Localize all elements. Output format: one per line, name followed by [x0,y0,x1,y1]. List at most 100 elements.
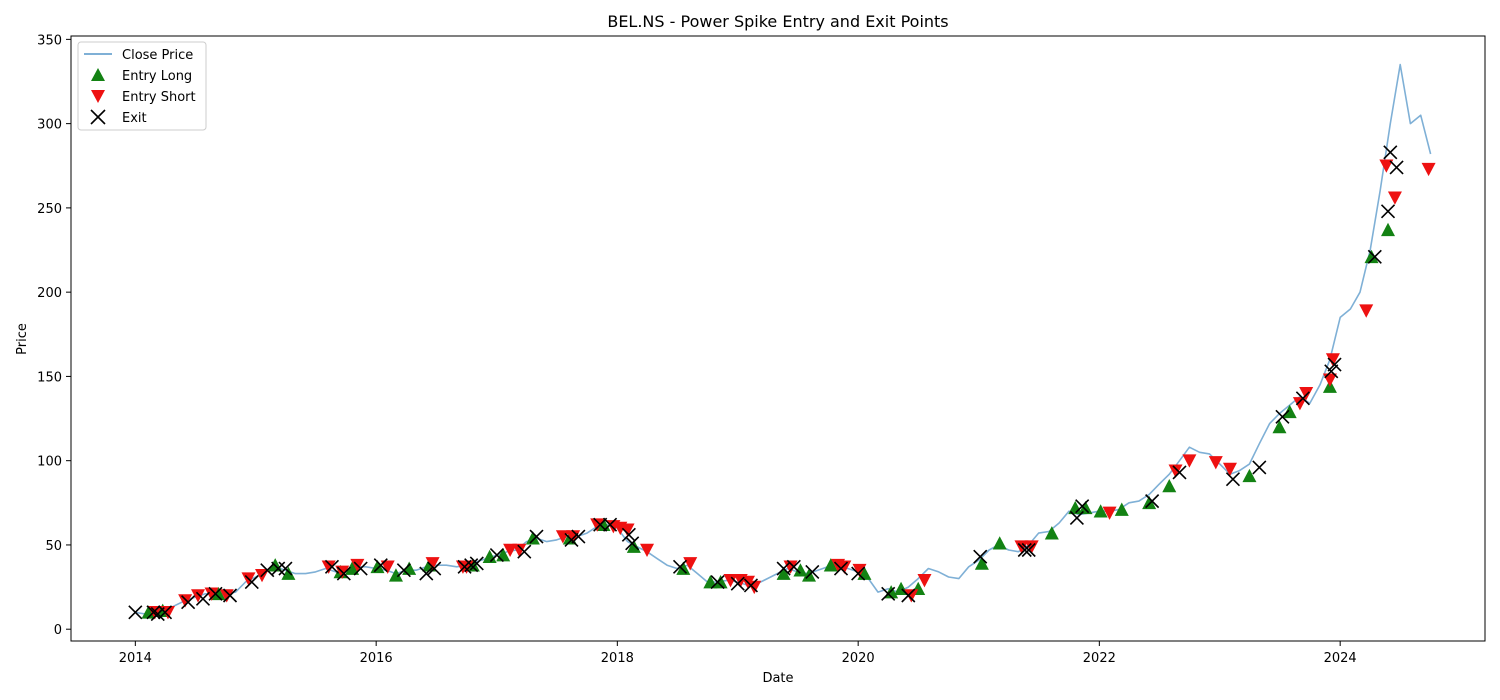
entry-long-marker [626,539,641,553]
entry-short-marker [512,543,527,557]
entry-long-marker [141,605,156,619]
entry-long-marker [1272,419,1287,434]
exit-marker [1383,145,1398,160]
entry-long-marker [974,556,989,570]
entry-short-marker [1359,304,1374,318]
exit-marker [396,563,411,578]
legend-entry-long-swatch [91,68,105,81]
entry-long-marker [1381,222,1396,237]
entry-long-marker [370,559,385,574]
entry-long-marker [281,566,296,580]
exit-marker [1327,357,1342,372]
entry-long-marker [793,563,808,577]
x-axis-label: Date [762,671,793,686]
exit-marker [710,574,725,590]
exit-marker [833,561,849,576]
exit-marker [973,549,988,564]
entry-short-marker [1421,162,1436,177]
entry-short-marker [555,530,570,544]
entry-short-marker [1168,464,1183,478]
y-tick-label: 350 [37,33,62,48]
legend-entry-long: Entry Long [122,69,192,84]
exit-marker [730,576,745,591]
exit-marker [1367,249,1382,264]
exit-marker [625,536,640,551]
exit-marker [571,529,586,544]
legend: Close Price Entry Long Entry Short Exit [77,41,207,131]
entry-short-marker [204,587,219,601]
entry-short-marker [1182,454,1197,468]
exit-marker [1225,472,1241,487]
x-tick-label: 2024 [1324,651,1357,666]
y-tick-label: 0 [54,623,62,638]
entry-long-marker [1093,504,1108,518]
x-tick-label: 2022 [1083,651,1116,666]
exit-marker [195,591,211,606]
exit-marker [672,559,688,574]
y-tick-label: 250 [37,202,62,217]
entry-long-marker [345,561,360,575]
exit-marker [128,605,143,620]
exit-marker [1069,510,1084,526]
exit-marker [427,561,442,576]
exit-marker [603,517,618,532]
entry-short-marker [425,557,440,571]
entry-short-marker [620,523,635,537]
exit-marker [469,556,484,571]
exit-marker [621,527,636,542]
entry-long-marker [388,568,403,582]
legend-entry-exit-swatch [90,109,106,125]
y-tick-label: 200 [37,286,62,301]
entry-long-marker [992,536,1007,550]
exit-marker [881,586,896,601]
exit-marker [222,588,238,603]
entry-long-marker [1078,500,1093,515]
exit-marker [743,578,759,593]
entry-short-marker [219,589,234,603]
plot-frame [70,35,1486,642]
entry-short-marker [683,557,698,571]
entry-long-marker [1142,495,1157,510]
x-tick-label: 2020 [842,651,875,666]
exit-marker [1172,465,1187,480]
entry-long-marker [1068,500,1083,515]
y-tick-label: 300 [37,118,62,133]
exit-marker [157,605,173,620]
exit-marker [1252,460,1267,475]
exit-marker [419,566,434,581]
entry-long-marker [676,561,691,575]
legend-entry-close-price: Close Price [122,48,193,63]
exit-marker [1324,364,1339,379]
y-axis-label: Price [15,323,30,355]
entry-short-marker [852,563,867,578]
exit-marker [1021,542,1036,558]
entry-short-marker [904,589,919,603]
exit-marker [1380,204,1396,219]
exit-marker [1075,499,1090,514]
entry-short-marker [1102,506,1117,520]
x-axis: 2014 2016 2018 2020 2022 2024 [119,641,1357,666]
exit-marker [464,558,479,573]
exit-marker [271,561,286,576]
entry-short-marker [1222,462,1237,477]
exit-marker [805,564,820,579]
entry-short-marker [917,574,932,588]
entry-short-marker [566,530,581,544]
entry-long-marker [776,566,791,580]
exit-marker [1295,391,1310,406]
exit-marker [1389,160,1404,175]
entry-short-marker [160,606,175,620]
exit-marker [1145,494,1160,509]
entry-short-marker [837,560,852,574]
entry-short-marker [1292,397,1307,411]
entry-short-marker [640,543,655,557]
legend-entry-exit: Exit [122,111,147,126]
exit-marker [1017,542,1032,558]
y-tick-label: 100 [37,455,62,470]
exit-marker [336,566,351,581]
legend-entry-short-swatch [91,90,105,103]
entry-long-marker [1364,249,1379,264]
entry-long-marker [713,575,728,589]
exit-marker [278,561,293,576]
